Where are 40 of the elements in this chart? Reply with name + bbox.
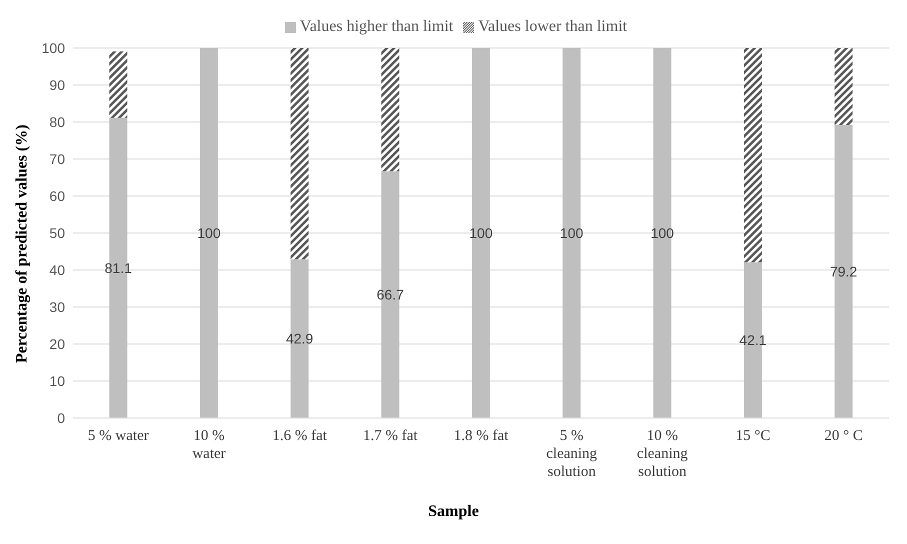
legend-label: Values lower than limit — [478, 18, 628, 35]
x-tick-label: 20 ° C — [824, 428, 863, 444]
y-tick-label: 60 — [49, 188, 66, 204]
y-tick-label: 100 — [42, 40, 66, 56]
x-tick-label: 1.7 % fat — [363, 428, 418, 444]
y-axis-title: Percentage of predicted values (%) — [14, 124, 31, 363]
x-axis-title: Sample — [427, 503, 480, 521]
legend-label: Values higher than limit — [300, 18, 454, 35]
y-tick-label: 80 — [49, 114, 66, 130]
y-tick-label: 70 — [49, 150, 66, 167]
x-tick-label: 5 % water — [88, 428, 149, 444]
bar — [109, 51, 128, 118]
data-label: 81.1 — [104, 260, 132, 276]
bar — [653, 48, 672, 418]
y-tick-label: 20 — [49, 336, 66, 352]
y-tick-label: 50 — [49, 224, 66, 241]
y-tick-label: 0 — [57, 410, 66, 426]
x-tick-label: 10 % cleaning solution — [636, 428, 688, 480]
y-tick-label: 30 — [49, 298, 66, 315]
bar — [744, 48, 762, 262]
data-label: 66.7 — [376, 286, 404, 303]
data-label: 79.2 — [830, 263, 858, 280]
bar — [381, 48, 400, 172]
y-tick-label: 10 — [49, 372, 66, 389]
data-label: 100 — [650, 225, 674, 241]
y-tick-label: 90 — [49, 76, 66, 93]
y-tick-label: 40 — [49, 262, 66, 278]
x-tick-label: 5 % cleaning solution — [546, 428, 598, 480]
data-label: 100 — [469, 225, 493, 241]
x-tick-label: 10 % water — [192, 428, 226, 462]
data-label: 42.1 — [739, 332, 767, 348]
data-label: 100 — [560, 225, 584, 241]
x-tick-label: 1.8 % fat — [454, 428, 510, 444]
bar — [290, 48, 309, 260]
data-label: 100 — [197, 225, 221, 241]
bar — [834, 48, 853, 125]
x-tick-label: 15 °C — [736, 428, 770, 444]
data-label: 42.9 — [286, 330, 314, 347]
x-tick-label: 1.6 % fat — [272, 428, 328, 444]
bar — [562, 48, 581, 418]
